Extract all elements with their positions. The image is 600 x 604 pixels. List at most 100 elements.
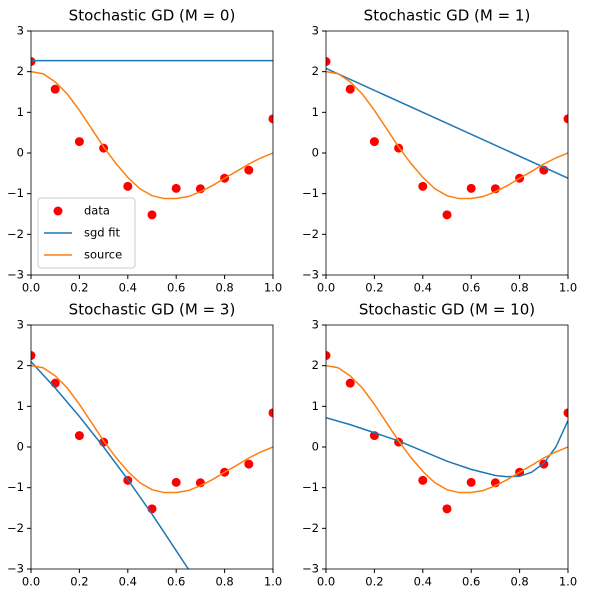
axes-frame [325,30,569,276]
legend-label: sgd fit [84,226,120,240]
y-tick-label: 0 [17,440,24,454]
x-tick-label: 0.4 [119,575,137,589]
y-tick-label: 2 [312,358,319,372]
y-tick-label: 1 [17,399,24,413]
plot-area [31,57,273,220]
y-tick-label: −1 [302,186,319,200]
y-tick-label: −2 [302,227,319,241]
subplot-title: Stochastic GD (M = 0) [69,7,236,25]
x-tick-label: 0.2 [365,281,383,295]
y-tick-label: 2 [17,64,24,78]
x-tick-label: 1.0 [264,281,282,295]
subplot: Stochastic GD (M = 3) 0.0 0.2 0.4 0.6 0.8 1.0 −… [7,301,282,589]
x-tick-label: 0.4 [414,575,432,589]
subplot: Stochastic GD (M = 0) 0.0 0.2 0.4 0.6 0.8 1.0 −… [7,7,282,295]
legend-label: source [84,248,122,262]
plot-area [326,57,568,220]
subplot-title: Stochastic GD (M = 1) [364,7,531,25]
series-line [326,70,568,200]
axes-frame [30,324,274,570]
subplot: Stochastic GD (M = 10) 0.0 0.2 0.4 0.6 0.8 1.0… [302,301,577,589]
x-tick-label: 0.8 [215,281,233,295]
y-tick-label: 2 [312,64,319,78]
series-line [31,364,273,494]
data-point [171,183,181,193]
x-tick-label: 0.4 [414,281,432,295]
series-line [31,70,273,200]
x-tick-label: 1.0 [264,575,282,589]
series-line [326,364,568,494]
data-point [466,477,476,487]
x-tick-label: 0.6 [167,281,185,295]
y-tick-label: 2 [17,358,24,372]
data-point [123,181,133,191]
data-point [268,408,273,418]
series-line [31,361,189,569]
x-tick-label: 0.6 [167,575,185,589]
data-point [345,378,355,388]
legend: data sgd fit source [37,197,136,269]
data-point [442,210,452,220]
x-tick-label: 0.8 [510,281,528,295]
data-point [563,408,568,418]
y-tick-label: −1 [7,480,24,494]
y-tick-label: −2 [7,227,24,241]
x-tick-label: 1.0 [559,281,577,295]
legend-marker [53,206,63,216]
data-point [268,114,273,124]
data-point [563,114,568,124]
y-tick-label: 3 [17,318,24,332]
x-tick-label: 0.4 [119,281,137,295]
x-tick-label: 0.0 [317,281,335,295]
y-tick-label: 0 [312,440,319,454]
data-point [244,165,254,175]
y-tick-label: −3 [7,562,24,576]
data-point [418,475,428,485]
x-tick-label: 0.0 [22,575,40,589]
data-point [147,210,157,220]
x-tick-label: 0.2 [70,575,88,589]
y-tick-label: −1 [7,186,24,200]
subplot-title: Stochastic GD (M = 3) [69,301,236,319]
y-tick-label: −3 [302,268,319,282]
data-point [171,477,181,487]
x-tick-label: 0.2 [365,575,383,589]
y-tick-label: 1 [17,105,24,119]
data-point [326,57,331,66]
data-point [369,137,379,147]
y-tick-label: −2 [302,521,319,535]
data-point [50,84,60,94]
data-point [74,137,84,147]
data-point [326,351,331,360]
y-tick-label: 1 [312,399,319,413]
x-tick-label: 0.0 [317,575,335,589]
axes-frame [30,30,274,276]
x-tick-label: 0.2 [70,281,88,295]
y-tick-label: −3 [7,268,24,282]
y-tick-label: 1 [312,105,319,119]
data-point [466,183,476,193]
subplot-title: Stochastic GD (M = 10) [359,301,535,319]
y-tick-label: 0 [17,146,24,160]
y-tick-label: −1 [302,480,319,494]
x-tick-label: 0.6 [462,281,480,295]
y-tick-label: 3 [17,24,24,38]
series-line [326,416,568,478]
data-point [418,181,428,191]
data-point [31,57,36,66]
x-tick-label: 1.0 [559,575,577,589]
y-tick-label: 0 [312,146,319,160]
subplot: Stochastic GD (M = 1) 0.0 0.2 0.4 0.6 0.8 1.0 −… [302,7,577,295]
data-point [31,351,36,360]
data-point [244,459,254,469]
axes-frame [325,324,569,570]
y-tick-label: 3 [312,318,319,332]
y-tick-label: −3 [302,562,319,576]
legend-label: data [84,204,110,218]
data-point [442,504,452,514]
series-line [326,67,568,179]
plot-area [31,351,273,569]
plot-area [326,351,568,514]
